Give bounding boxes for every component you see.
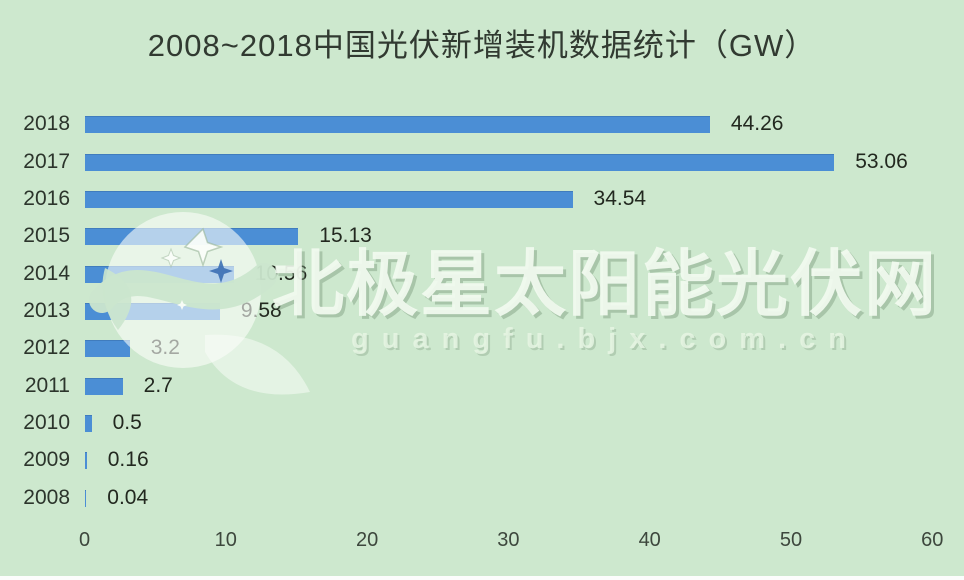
watermark-url: guangfu.bjx.com.cn — [351, 323, 859, 355]
value-label: 0.04 — [107, 485, 149, 509]
bottom-edge — [0, 576, 964, 580]
x-tick-label: 20 — [355, 529, 379, 551]
value-label: 9.58 — [240, 299, 282, 323]
value-label: 44.26 — [730, 112, 784, 136]
bar — [84, 452, 87, 470]
value-label: 15.13 — [319, 224, 372, 248]
x-tick-label: 0 — [78, 529, 91, 551]
watermark-text-shadow: 北极星太阳能光伏网 — [275, 248, 941, 328]
value-label: 10.56 — [254, 261, 308, 285]
category-label: 2016 — [23, 187, 70, 210]
value-label: 2.7 — [143, 373, 173, 397]
watermark-url-shadow: guangfu.bjx.com.cn — [353, 325, 861, 357]
bar — [84, 191, 573, 208]
star-icon — [160, 247, 182, 269]
category-label: 2015 — [23, 224, 70, 248]
category-label: 2009 — [23, 448, 70, 472]
value-label: 0.5 — [112, 411, 142, 435]
bar — [84, 153, 835, 171]
bar — [84, 340, 130, 358]
bar — [84, 415, 92, 433]
category-label: 2008 — [23, 485, 70, 509]
category-label: 2014 — [23, 261, 70, 285]
category-label: 2011 — [24, 373, 70, 397]
bar — [84, 303, 220, 321]
value-label: 0.16 — [107, 448, 149, 472]
x-tick-label: 60 — [921, 529, 944, 551]
value-label: 3.2 — [150, 336, 180, 360]
value-label: 53.06 — [855, 149, 908, 173]
x-tick-label: 50 — [779, 529, 803, 551]
bar — [84, 116, 710, 134]
category-label: 2013 — [23, 299, 70, 323]
chart-title: 2008~2018中国光伏新增装机数据统计（GW） — [147, 28, 817, 63]
category-label: 2017 — [23, 149, 70, 173]
category-label: 2010 — [23, 411, 70, 435]
x-tick-label: 40 — [638, 529, 661, 551]
bar — [84, 228, 299, 246]
x-tick-label: 30 — [497, 529, 520, 551]
watermark-text: 北极星太阳能光伏网 — [272, 245, 938, 325]
x-tick-label: 10 — [214, 529, 237, 551]
category-label: 2012 — [23, 336, 70, 360]
bar — [84, 377, 123, 395]
category-label: 2018 — [23, 112, 70, 136]
value-label: 34.54 — [593, 187, 647, 210]
bar — [84, 489, 87, 507]
bar — [84, 265, 234, 283]
